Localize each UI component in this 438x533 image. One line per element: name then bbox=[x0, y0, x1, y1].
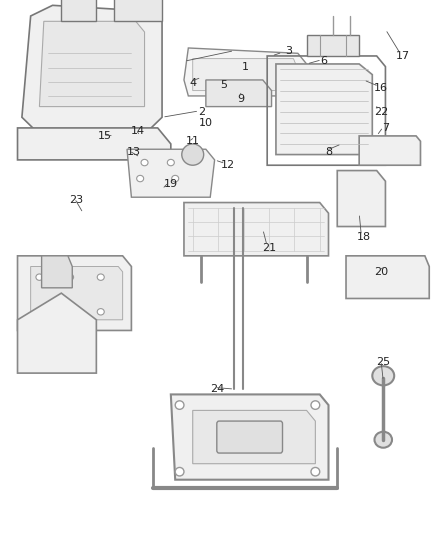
Polygon shape bbox=[18, 293, 96, 373]
Text: 8: 8 bbox=[325, 147, 332, 157]
Ellipse shape bbox=[311, 401, 320, 409]
Polygon shape bbox=[346, 256, 429, 298]
Polygon shape bbox=[276, 64, 372, 155]
Ellipse shape bbox=[36, 274, 43, 280]
Polygon shape bbox=[337, 171, 385, 227]
Ellipse shape bbox=[182, 144, 204, 165]
Polygon shape bbox=[61, 0, 96, 21]
Text: 13: 13 bbox=[127, 147, 141, 157]
Polygon shape bbox=[114, 0, 162, 21]
Text: 1: 1 bbox=[242, 62, 249, 71]
Polygon shape bbox=[307, 35, 359, 56]
Polygon shape bbox=[193, 410, 315, 464]
Text: 4: 4 bbox=[189, 78, 196, 87]
Text: 23: 23 bbox=[70, 195, 84, 205]
Ellipse shape bbox=[167, 159, 174, 166]
Polygon shape bbox=[31, 266, 123, 320]
Text: 7: 7 bbox=[382, 123, 389, 133]
Polygon shape bbox=[18, 256, 131, 330]
Ellipse shape bbox=[141, 159, 148, 166]
Polygon shape bbox=[171, 394, 328, 480]
Text: 10: 10 bbox=[199, 118, 213, 127]
Polygon shape bbox=[359, 136, 420, 165]
Ellipse shape bbox=[36, 309, 43, 315]
Text: 6: 6 bbox=[321, 56, 328, 66]
Text: 20: 20 bbox=[374, 267, 388, 277]
Ellipse shape bbox=[175, 467, 184, 476]
Polygon shape bbox=[127, 149, 215, 197]
Text: 2: 2 bbox=[198, 107, 205, 117]
Ellipse shape bbox=[137, 175, 144, 182]
Text: 15: 15 bbox=[98, 131, 112, 141]
Ellipse shape bbox=[175, 401, 184, 409]
Polygon shape bbox=[184, 48, 307, 96]
Ellipse shape bbox=[67, 274, 74, 280]
Ellipse shape bbox=[172, 175, 179, 182]
Text: 12: 12 bbox=[221, 160, 235, 170]
Ellipse shape bbox=[372, 366, 394, 385]
Text: 9: 9 bbox=[237, 94, 244, 103]
Text: 18: 18 bbox=[357, 232, 371, 242]
Text: 14: 14 bbox=[131, 126, 145, 135]
Polygon shape bbox=[206, 80, 272, 107]
Text: 24: 24 bbox=[210, 384, 224, 394]
Text: 25: 25 bbox=[376, 358, 390, 367]
Ellipse shape bbox=[97, 274, 104, 280]
Text: 19: 19 bbox=[164, 179, 178, 189]
Polygon shape bbox=[184, 203, 328, 256]
Polygon shape bbox=[39, 21, 145, 107]
Ellipse shape bbox=[67, 309, 74, 315]
Polygon shape bbox=[42, 256, 72, 288]
Text: 5: 5 bbox=[220, 80, 227, 90]
FancyBboxPatch shape bbox=[217, 421, 283, 453]
Ellipse shape bbox=[374, 432, 392, 448]
Text: 17: 17 bbox=[396, 51, 410, 61]
Text: 16: 16 bbox=[374, 83, 388, 93]
Ellipse shape bbox=[311, 467, 320, 476]
Polygon shape bbox=[193, 59, 298, 91]
Text: 11: 11 bbox=[186, 136, 200, 146]
Text: 3: 3 bbox=[286, 46, 293, 55]
Text: 21: 21 bbox=[262, 243, 276, 253]
Ellipse shape bbox=[97, 309, 104, 315]
Polygon shape bbox=[22, 5, 162, 139]
Polygon shape bbox=[18, 128, 171, 160]
Text: 22: 22 bbox=[374, 107, 388, 117]
